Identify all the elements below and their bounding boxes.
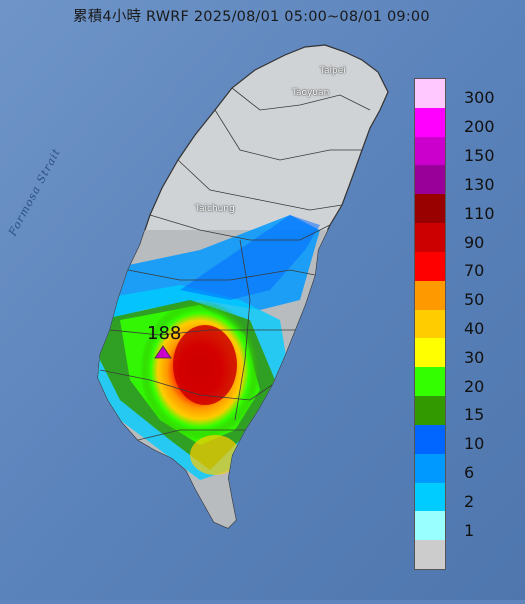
max-rainfall-marker xyxy=(154,345,172,359)
legend-label: 300 xyxy=(464,88,495,108)
legend-swatch xyxy=(415,482,445,512)
legend-label: 200 xyxy=(464,117,495,137)
legend-label: 1 xyxy=(464,520,475,540)
legend-label: 2 xyxy=(464,491,475,511)
legend-label: 90 xyxy=(464,232,485,252)
legend-label: 40 xyxy=(464,319,485,338)
legend-label: 130 xyxy=(464,174,495,194)
place-taipei: Taipei xyxy=(320,66,346,76)
legend-label: 50 xyxy=(464,290,485,310)
legend-swatch xyxy=(415,540,445,569)
legend-label: 20 xyxy=(464,376,485,396)
legend-label: 30 xyxy=(464,347,485,367)
legend-swatch xyxy=(415,309,445,339)
legend-label: 6 xyxy=(464,463,475,483)
legend-swatch xyxy=(415,367,445,397)
legend-label: 110 xyxy=(464,203,495,223)
legend-swatch xyxy=(415,79,445,108)
legend-swatch xyxy=(415,511,445,541)
place-taichung: Taichung xyxy=(195,204,235,214)
legend-swatch xyxy=(415,136,445,166)
legend-swatch xyxy=(415,165,445,195)
max-rainfall-value: 188 xyxy=(147,323,182,344)
legend-label: 150 xyxy=(464,146,495,166)
legend-swatch xyxy=(415,396,445,425)
legend-label: 10 xyxy=(464,434,485,454)
legend-swatch xyxy=(415,223,445,252)
place-taoyuan: Taoyuan xyxy=(292,88,330,98)
legend-swatch xyxy=(415,251,445,281)
legend-label: 70 xyxy=(464,261,485,281)
legend-label: 15 xyxy=(464,405,485,425)
legend-swatch xyxy=(415,453,445,483)
legend-swatch xyxy=(415,424,445,454)
legend-swatch xyxy=(415,280,445,310)
map-title: 累積4小時 RWRF 2025/08/01 05:00~08/01 09:00 xyxy=(73,9,430,25)
legend-swatch xyxy=(415,194,445,224)
legend-swatch xyxy=(415,107,445,137)
legend-swatch xyxy=(415,338,445,368)
color-legend xyxy=(414,78,446,570)
county-boundaries xyxy=(99,87,371,441)
